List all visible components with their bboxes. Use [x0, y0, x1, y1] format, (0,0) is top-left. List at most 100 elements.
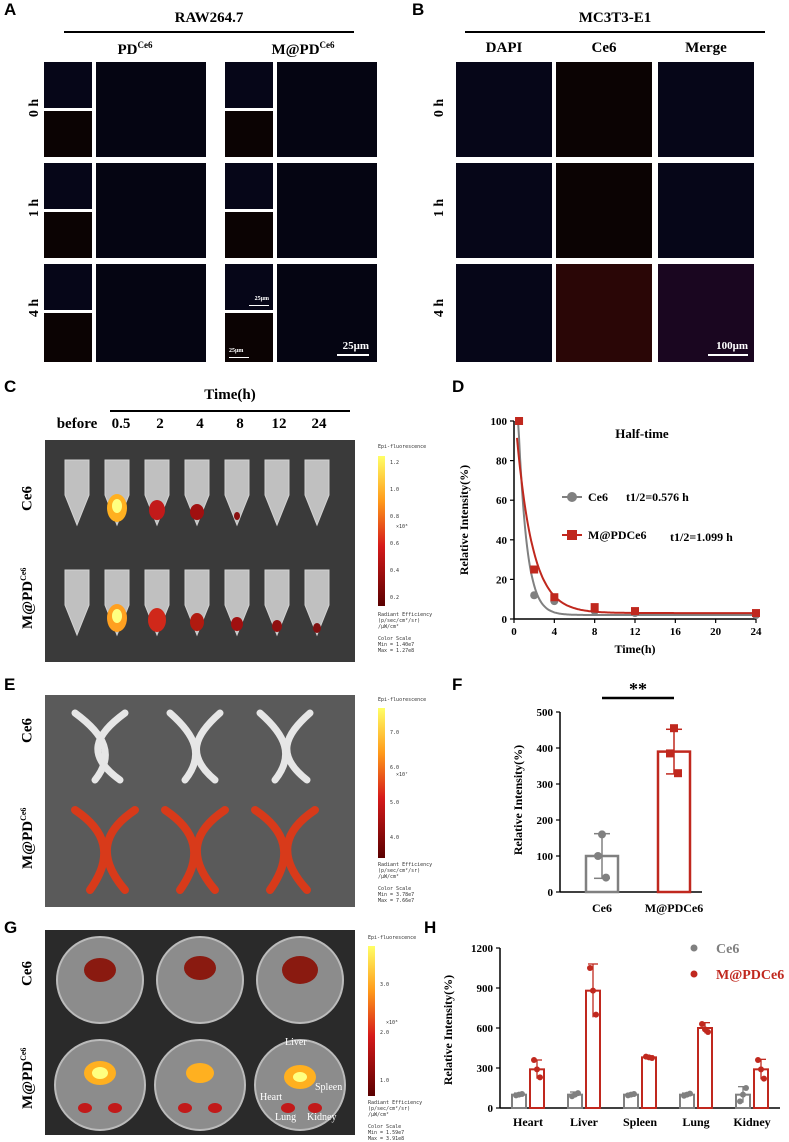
micrograph-pd-0h-merge: [96, 62, 206, 157]
h-point: [531, 1057, 537, 1063]
micrograph-mc3t3-0h-dapi: [456, 62, 552, 157]
micrograph-mc3t3-4h-dapi: [456, 264, 552, 362]
scalebar-small-line: [249, 305, 269, 306]
micrograph-mpd-1h-dapi: [225, 163, 273, 209]
micrograph-pd-4h-dapi: [44, 264, 92, 310]
panel-c-row-mpd: M@PDCe6: [19, 567, 36, 629]
micrograph-mc3t3-1h-dapi: [456, 163, 552, 258]
panel-e-colorbar: [378, 708, 385, 858]
panel-label-f: F: [452, 675, 463, 694]
h-point: [631, 1091, 637, 1097]
h-point: [743, 1085, 749, 1091]
panel-b-col-merge: Merge: [685, 40, 727, 56]
d-series-line-0: [517, 420, 755, 616]
h-point: [740, 1091, 746, 1098]
h-point: [755, 1057, 761, 1063]
panel-c-col-8: 8: [236, 416, 244, 432]
panel-label-e: E: [4, 675, 16, 694]
scalebar-large-line: [337, 354, 369, 356]
d-xtick-label: 16: [670, 626, 682, 638]
f-point: [666, 749, 674, 758]
f-point: [670, 724, 678, 733]
panel-c-colorbar: [378, 456, 385, 606]
d-title: Half-time: [615, 426, 669, 441]
panel-a-row-1h: 1 h: [27, 198, 42, 218]
h-point: [687, 1090, 693, 1097]
d-xtick-label: 0: [511, 626, 517, 638]
h-point: [537, 1074, 543, 1081]
panel-c-tick-2: 0.8: [390, 514, 400, 520]
organ-dishes: Liver Heart Spleen Lung Kidney: [54, 936, 346, 1131]
panel-c-col-2: 2: [156, 416, 164, 432]
panel-c-time-title: Time(h): [204, 387, 256, 403]
ivis-image-limbs: [45, 695, 355, 907]
h-point: [761, 1075, 767, 1082]
panel-a-row-4h: 4 h: [27, 298, 42, 318]
ivis-image-organs: Liver Heart Spleen Lung Kidney: [45, 930, 355, 1135]
f-ytick-label: 400: [537, 743, 554, 755]
panel-a-group-mpd: M@PDCe6: [271, 40, 335, 58]
d-point-mpd: [590, 603, 599, 612]
f-ytick-label: 0: [548, 887, 554, 899]
f-xtick-label-0: Ce6: [592, 901, 612, 915]
h-xtick-label: Kidney: [733, 1115, 770, 1129]
micrograph-mpd-4h-dapi: 25μm: [225, 264, 273, 310]
scalebar-small-label-2: 25μm: [229, 348, 244, 354]
h-point: [590, 987, 596, 994]
micrograph-pd-1h-ce6: [44, 212, 92, 258]
panel-g-row-ce6: Ce6: [19, 961, 36, 986]
micrograph-pd-0h-dapi: [44, 62, 92, 108]
micrograph-pd-1h-dapi: [44, 163, 92, 209]
panel-c-legend-text: Radiant Efficiency (p/sec/cm²/sr) /μW/cm…: [378, 612, 433, 654]
panel-a-title: RAW264.7: [174, 10, 244, 26]
panel-a-group-pd: PDCe6: [117, 40, 153, 58]
h-xtick-label: Heart: [513, 1115, 543, 1129]
panel-g-legend-text: Radiant Efficiency (p/sec/cm²/sr) /μW/cm…: [368, 1100, 423, 1142]
micrograph-mpd-0h-dapi: [225, 62, 273, 108]
d-xtick-label: 8: [592, 626, 598, 638]
h-ytick-label: 600: [477, 1023, 494, 1035]
d-ytick-label: 0: [502, 614, 508, 626]
h-ytick-label: 300: [477, 1063, 494, 1075]
h-ytick-label: 0: [488, 1103, 494, 1115]
h-ylabel: Relative Intensity(%): [441, 975, 455, 1085]
d-point-mpd: [550, 593, 559, 602]
bar-chart-h: 0 300 600 900 1200 Heart Liver Spleen Lung Kidne…: [441, 942, 784, 1129]
h-legend-ce6-marker: [690, 944, 698, 952]
h-point: [699, 1021, 705, 1027]
h-bar: [641, 1056, 657, 1110]
d-point-mpd: [752, 609, 760, 618]
micrograph-pd-1h-merge: [96, 163, 206, 258]
g-label-heart: Heart: [260, 1092, 282, 1103]
micrograph-pd-4h-merge: [96, 264, 206, 362]
panel-c-time-rule: [110, 410, 350, 412]
panel-c-tick-5: 0.2: [390, 595, 400, 601]
f-point: [594, 852, 602, 860]
d-ytick-label: 100: [491, 416, 508, 428]
panel-c-tick-3: 0.6: [390, 541, 400, 547]
d-ytick-label: 80: [496, 456, 508, 468]
panel-g-tick-0: 3.0: [380, 982, 390, 988]
f-point: [598, 830, 606, 839]
d-xlabel: Time(h): [614, 642, 655, 656]
panel-b-col-dapi: DAPI: [485, 40, 523, 56]
panel-a-row-0h: 0 h: [27, 98, 42, 118]
panel-c-colorbar-title: Epi-fluorescence: [378, 444, 427, 450]
panel-c-tick-0: 1.2: [390, 460, 400, 466]
panel-g-exp: ×10⁸: [386, 1020, 399, 1026]
micrograph-mpd-4h-merge: 25μm: [277, 264, 377, 362]
panel-b-row-0h: 0 h: [432, 98, 447, 118]
d-point-ce6: [530, 591, 539, 600]
panel-c-col-4: 4: [196, 416, 204, 432]
tube-array: [64, 459, 330, 637]
g-label-kidney: Kidney: [307, 1112, 336, 1123]
h-point: [575, 1090, 581, 1097]
panel-g-colorbar: [368, 946, 375, 1096]
h-point: [705, 1029, 711, 1035]
micrograph-mpd-1h-merge: [277, 163, 377, 258]
panel-label-h: H: [424, 918, 437, 937]
d-xtick-label: 20: [710, 626, 722, 638]
micrograph-mc3t3-4h-ce6: [556, 264, 652, 362]
micrograph-mpd-4h-ce6: 25μm: [225, 313, 273, 362]
panel-label-c: C: [4, 377, 17, 396]
